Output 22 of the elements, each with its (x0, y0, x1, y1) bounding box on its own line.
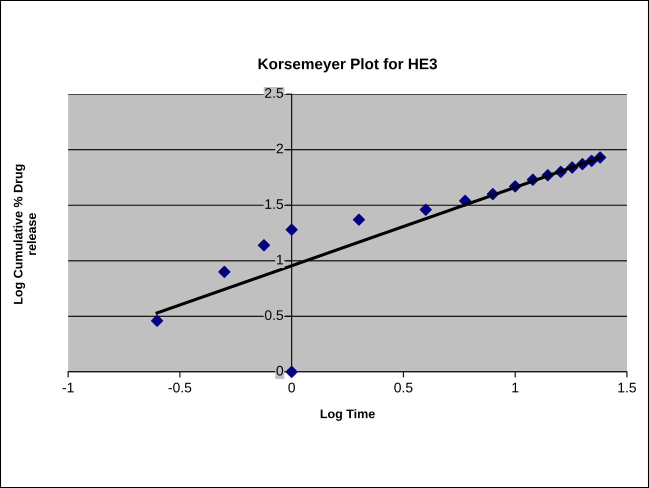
x-axis-title: Log Time (320, 409, 375, 421)
x-tick-label: 0 (288, 382, 295, 392)
y-tick-label: 2.5 (265, 88, 284, 98)
x-tick-label: 0.5 (394, 382, 412, 392)
point (420, 204, 432, 216)
y-tick-label: 0.5 (264, 310, 284, 320)
point (286, 224, 298, 236)
y-tick-label: 1 (276, 254, 283, 264)
point (352, 214, 366, 226)
y-tick-label: 0 (276, 366, 284, 376)
chart-title: Korsemeyer Plot for HE3 (258, 58, 437, 72)
point (151, 314, 164, 327)
x-tick-label: -1 (62, 382, 74, 392)
x-tick-label: -0.5 (168, 382, 192, 392)
y-tick-label: 2 (276, 144, 283, 154)
point (258, 239, 270, 252)
point (286, 366, 298, 378)
x-tick-label: 1.5 (618, 382, 636, 392)
y-axis-title: Log Cumulative % Drug release (13, 164, 36, 304)
y-tick-label: 1.5 (265, 199, 284, 209)
point (218, 266, 230, 278)
x-tick-label: 1 (512, 382, 518, 392)
